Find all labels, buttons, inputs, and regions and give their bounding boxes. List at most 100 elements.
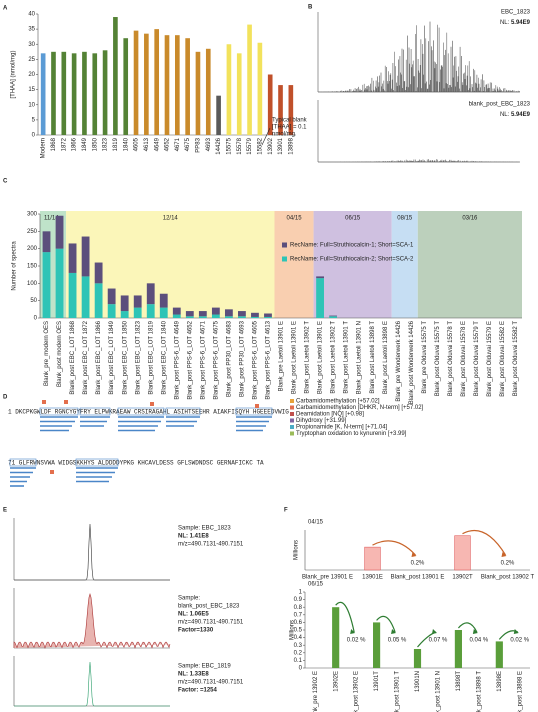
y-tick-label: 20 xyxy=(28,72,35,78)
note: 0.07 % xyxy=(429,638,448,644)
y-tick-label: 300 xyxy=(27,212,38,218)
nl-prefix: NL: xyxy=(500,112,510,118)
x-tick-label: Blank_post 13902 T xyxy=(481,575,535,581)
bar-segment xyxy=(133,295,142,308)
period-band xyxy=(391,211,418,318)
arrow xyxy=(376,615,396,633)
period-label: 12/14 xyxy=(163,216,179,222)
x-tick-label: 13901 xyxy=(278,137,284,154)
bar xyxy=(364,546,381,571)
period-label: 06/15 xyxy=(345,216,361,222)
bar-segment xyxy=(120,295,129,312)
y-tick-label: 0.7 xyxy=(294,612,303,618)
x-tick-label: PP83 xyxy=(196,137,202,152)
x-tick-label: 14426 xyxy=(216,137,222,154)
modification-marker xyxy=(64,400,68,404)
bar xyxy=(154,29,160,135)
y-axis-title: [THAA] (nmol/mg) xyxy=(11,50,17,98)
x-tick-label: 13902T xyxy=(452,575,473,581)
arrow-head xyxy=(501,552,507,557)
x-tick-label: 13902E xyxy=(333,671,339,692)
x-tick-label: Blank_pre 13902 E xyxy=(313,671,319,712)
bar xyxy=(332,607,340,668)
bar-segment xyxy=(329,316,338,318)
arrow xyxy=(372,540,416,556)
x-tick-label: 13901T xyxy=(374,671,380,692)
x-tick-label: Blank_post 13901 N xyxy=(436,671,442,712)
x-tick-label: 1868 xyxy=(51,137,57,151)
x-tick-label: Blank_post EBC_LOT 1850 xyxy=(122,320,128,394)
panel-letter: D xyxy=(3,395,8,401)
x-tick-label: Blank_post EBC_LOT 1819 xyxy=(148,320,154,394)
bar xyxy=(267,74,273,135)
bar-segment xyxy=(211,314,220,318)
bar-segment xyxy=(316,276,324,279)
nl-value: 5.94E9 xyxy=(511,112,531,118)
arrow-head xyxy=(472,629,478,634)
legend-label: RecName: Full=Struthiocalcin-1; Short=SC… xyxy=(290,243,414,249)
bar-segment xyxy=(329,315,338,317)
x-tick-label: 13901E xyxy=(362,575,383,581)
x-tick-label: Blank_post Laetoli 13898 E xyxy=(383,321,389,394)
x-tick-label: Blank_post PPS-6_LOT 4649 xyxy=(174,320,180,399)
nl-prefix: NL: xyxy=(500,20,510,26)
period-band xyxy=(313,211,392,318)
x-tick-label: 15575 xyxy=(226,137,232,154)
y-tick-label: 0.9 xyxy=(294,597,303,603)
bar xyxy=(92,53,98,136)
bar-segment xyxy=(107,288,116,305)
nl-value: 5.94E9 xyxy=(511,20,531,26)
modification-marker xyxy=(150,402,154,406)
bar xyxy=(144,33,149,135)
bar xyxy=(226,44,232,135)
bar-segment xyxy=(185,316,194,318)
panel-letter: F xyxy=(284,508,288,514)
y-tick-label: 0 xyxy=(299,666,303,672)
bar-segment xyxy=(42,252,51,318)
panel-letter: C xyxy=(3,179,8,185)
bar-segment xyxy=(198,311,207,317)
y-tick-label: 250 xyxy=(27,229,38,235)
y-tick-label: 5 xyxy=(32,117,36,123)
legend-label: RecName: Full=Struthiocalcin-2; Short=SC… xyxy=(290,257,414,263)
annotation: [THAA] = 0.1 xyxy=(272,125,307,131)
x-tick-label: Blank_post Wonderwerk 14426 xyxy=(409,320,415,404)
x-tick-label: 1866 xyxy=(72,137,78,151)
bar-segment xyxy=(120,311,129,318)
note: 0.02 % xyxy=(510,638,529,644)
x-tick-label: Blank_post EBC_LOT 1866 xyxy=(96,320,102,394)
chart-title: 06/15 xyxy=(308,582,324,588)
x-tick-label: 4675 xyxy=(185,137,191,151)
bar-segment xyxy=(172,314,181,318)
y-tick-label: 15 xyxy=(28,87,35,93)
period-label: 03/16 xyxy=(462,216,478,222)
panel-letter: B xyxy=(308,5,313,11)
annotation-arrow xyxy=(261,127,271,146)
x-tick-label: Blank_post PPS-6_LOT 4652 xyxy=(187,320,193,399)
bar-segment xyxy=(224,316,233,318)
x-tick-label: 13901N xyxy=(415,671,421,692)
bar xyxy=(61,51,67,135)
bar xyxy=(174,35,180,135)
y-tick-label: 10 xyxy=(28,102,35,108)
nl-label: NL: 5.94E9 xyxy=(500,20,531,26)
sequence-line: 71 GLFRWNSVWA WIDGSKKHYS ALDDDDYPKG KHCA… xyxy=(8,460,264,467)
y-tick-label: 0.5 xyxy=(294,628,303,634)
x-tick-label: 1872 xyxy=(61,137,67,151)
sample-label: NL: 1.06E5 xyxy=(178,612,209,618)
panel-letter: A xyxy=(3,6,8,12)
y-tick-label: 0 xyxy=(32,133,36,139)
x-tick-label: Blank_post Laetoli 13901 E xyxy=(292,321,298,394)
y-axis-title: Millions xyxy=(290,620,296,640)
modification-marker xyxy=(50,470,54,474)
x-tick-label: Blank_post EBC_LOT 1849 xyxy=(109,320,115,394)
bar-segment xyxy=(238,311,246,317)
y-tick-label: 0.2 xyxy=(294,650,303,656)
x-tick-label: Blank_post Olduvai 15582 T xyxy=(513,321,519,397)
x-tick-label: Blank_post PPS-6_LOT 4671 xyxy=(200,320,206,399)
y-tick-label: 200 xyxy=(27,246,38,252)
bar-segment xyxy=(159,307,168,318)
bar xyxy=(113,17,118,135)
note: 0.02 % xyxy=(347,638,366,644)
bar-segment xyxy=(198,316,207,318)
